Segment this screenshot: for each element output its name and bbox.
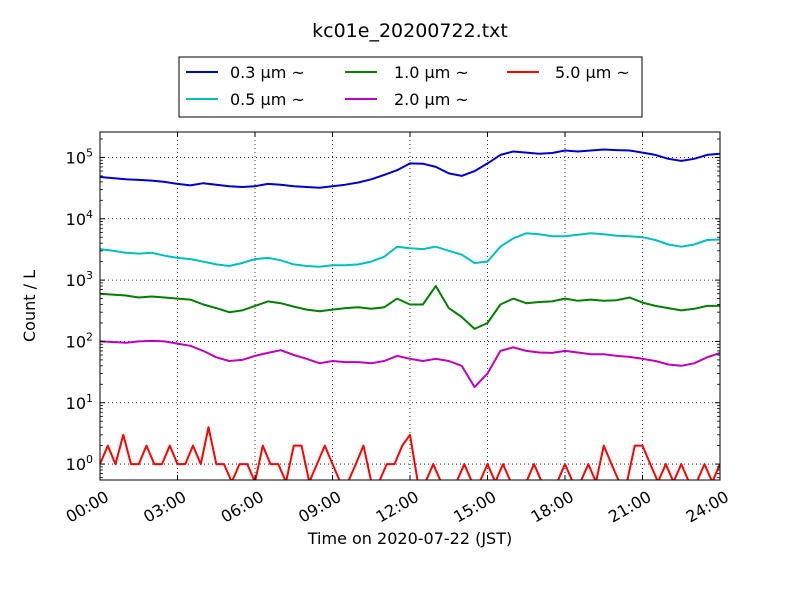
legend: 0.3 μm ~ 0.5 μm ~ 1.0 μm ~ 2.0 μm ~ 5.0 … <box>178 56 643 118</box>
x-axis-label: Time on 2020-07-22 (JST) <box>307 529 512 548</box>
legend-label: 1.0 μm ~ <box>394 63 469 82</box>
legend-entry: 1.0 μm ~ <box>345 63 469 82</box>
legend-entry: 5.0 μm ~ <box>507 63 630 82</box>
y-tick-label: 101 <box>66 392 93 413</box>
y-tick-label: 105 <box>66 146 93 167</box>
y-tick-label: 103 <box>66 269 93 290</box>
series-group <box>100 148 720 480</box>
legend-label: 0.5 μm ~ <box>230 90 305 109</box>
legend-label: 0.3 μm ~ <box>230 63 305 82</box>
series-line <box>100 339 720 389</box>
y-tick-label: 100 <box>66 453 93 474</box>
y-tick-label: 104 <box>66 208 93 229</box>
legend-entry: 0.3 μm ~ <box>186 63 305 82</box>
plot-area <box>100 132 720 480</box>
series-line <box>100 148 720 189</box>
legend-label: 5.0 μm ~ <box>555 63 630 82</box>
legend-entry: 0.5 μm ~ <box>186 90 305 109</box>
legend-entry: 2.0 μm ~ <box>345 90 469 109</box>
grid-lines <box>100 132 720 480</box>
series-line <box>100 232 720 268</box>
legend-frame <box>178 56 643 118</box>
chart-title: kc01e_20200722.txt <box>312 20 508 42</box>
series-line <box>100 426 720 480</box>
series-line <box>100 285 720 330</box>
y-tick-label: 102 <box>66 330 93 351</box>
legend-label: 2.0 μm ~ <box>394 90 469 109</box>
y-axis-label: Count / L <box>20 270 39 342</box>
